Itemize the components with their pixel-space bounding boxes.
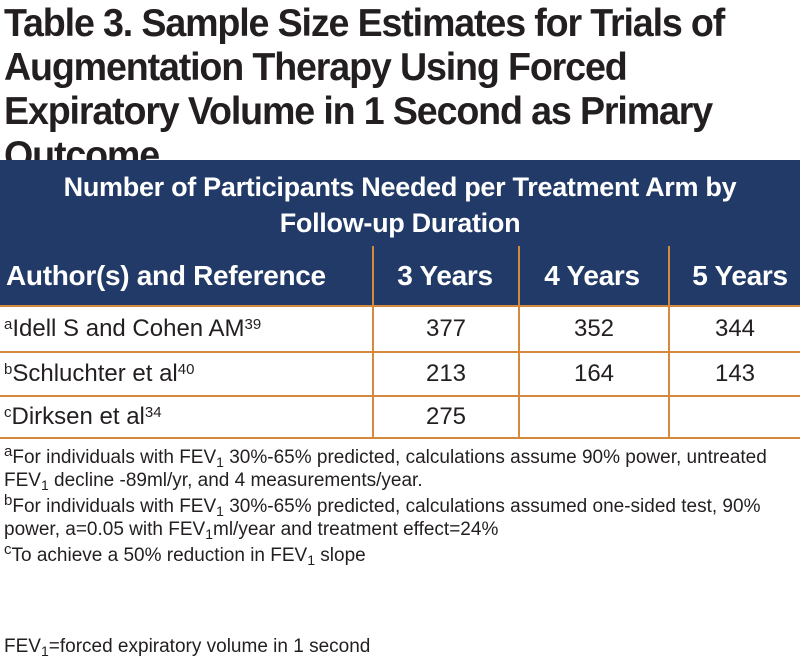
row-footnote-mark: a: [4, 316, 13, 333]
author-name: Idell S and Cohen AM: [12, 315, 245, 342]
author-cell: bSchluchter et al40: [4, 354, 370, 394]
group-header-line-2: Follow-up Duration: [279, 208, 521, 238]
group-header-text: Number of Participants Needed per Treatm…: [0, 169, 800, 241]
author-cell: aIdell S and Cohen AM39: [4, 309, 370, 349]
column-divider: [372, 246, 374, 439]
row-footnote-mark: c: [4, 404, 12, 421]
subscript: 1: [40, 477, 49, 493]
row-divider: [0, 437, 800, 439]
abbreviation-note: FEV1=forced expiratory volume in 1 secon…: [4, 634, 370, 660]
abbreviation-text: =forced expiratory volume in 1 second: [48, 636, 371, 657]
value-3-years: 377: [425, 315, 467, 342]
footnote-mark: b: [4, 492, 13, 509]
reference-number: 39: [244, 316, 262, 333]
footnote-a: aFor individuals with FEV1 30%-65% predi…: [4, 443, 794, 493]
row-divider: [0, 305, 800, 307]
value-4-years: 164: [573, 360, 615, 387]
column-header-4-years: 4 Years: [544, 260, 640, 291]
subscript: 1: [216, 503, 224, 519]
footnote-mark: c: [4, 541, 12, 558]
footnote-text: slope: [315, 545, 366, 566]
author-name: Schluchter et al: [12, 360, 178, 387]
subscript: 1: [40, 643, 49, 659]
footnote-text: 30%-65% predicted, calculations assume 9…: [4, 447, 767, 491]
footnote-c: cTo achieve a 50% reduction in FEV1 slop…: [4, 541, 794, 568]
footnote-text: decline -89ml/yr, and 4 measurements/yea…: [48, 470, 423, 491]
footnote-mark: a: [4, 443, 13, 460]
footnote-text: ml/year and treatment effect=24%: [213, 519, 499, 540]
footnote-text: 30%-65% predicted, calculations assumed …: [4, 496, 761, 540]
subscript: 1: [205, 526, 213, 542]
author-name: Dirksen et al: [11, 403, 145, 430]
table-group-header: Number of Participants Needed per Treatm…: [0, 160, 800, 246]
row-divider: [0, 351, 800, 353]
footnote-text: For individuals with FEV: [12, 496, 217, 517]
column-divider: [668, 246, 670, 439]
row-divider: [0, 395, 800, 397]
column-divider: [518, 246, 520, 439]
subscript: 1: [216, 454, 224, 470]
column-header-5-years: 5 Years: [692, 260, 788, 291]
value-5-years: 344: [714, 315, 756, 342]
table-title: Table 3. Sample Size Estimates for Trial…: [4, 2, 725, 177]
value-3-years: 275: [425, 403, 467, 430]
column-header-row: Author(s) and Reference 3 Years 4 Years …: [0, 246, 800, 305]
table-footnotes: aFor individuals with FEV1 30%-65% predi…: [4, 443, 794, 568]
footnote-text: To achieve a 50% reduction in FEV: [11, 545, 308, 566]
value-4-years: 352: [573, 315, 615, 342]
value-5-years: 143: [714, 360, 756, 387]
column-header-author: Author(s) and Reference: [6, 260, 326, 291]
group-header-line-1: Number of Participants Needed per Treatm…: [63, 172, 737, 202]
reference-number: 40: [177, 361, 195, 378]
row-footnote-mark: b: [4, 361, 13, 378]
footnote-text: For individuals with FEV: [12, 447, 217, 468]
value-3-years: 213: [425, 360, 467, 387]
author-cell: cDirksen et al34: [4, 397, 370, 437]
column-header-3-years: 3 Years: [397, 260, 493, 291]
footnote-b: bFor individuals with FEV1 30%-65% predi…: [4, 492, 794, 542]
reference-number: 34: [144, 404, 162, 421]
subscript: 1: [307, 552, 316, 568]
abbreviation-text: FEV: [4, 636, 41, 657]
